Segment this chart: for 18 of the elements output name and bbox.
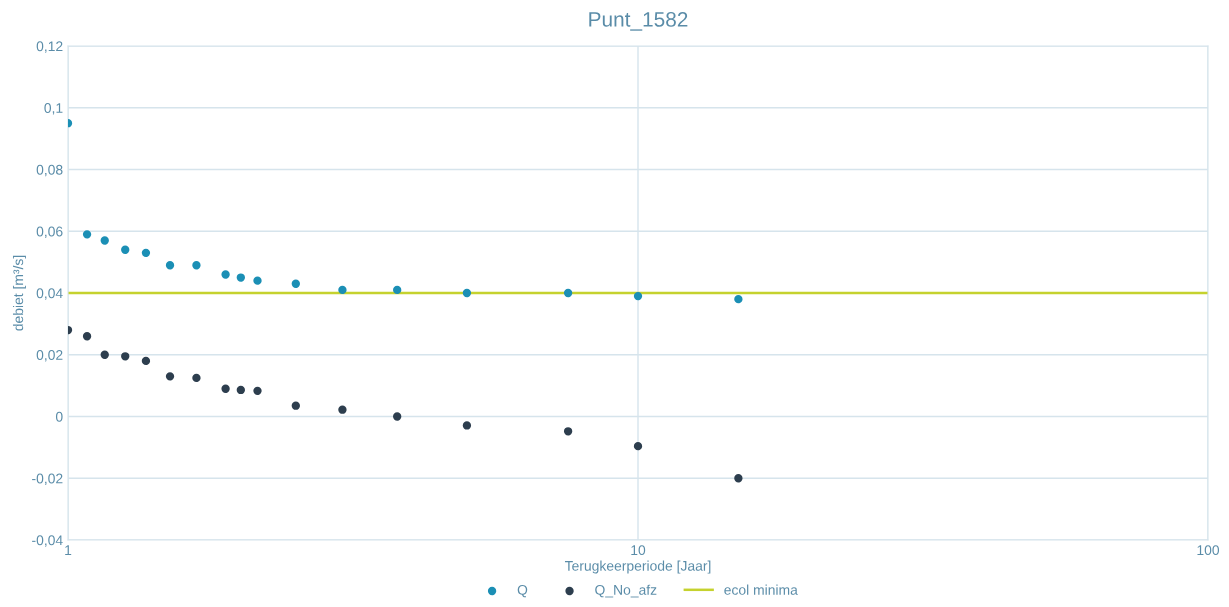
y-tick-label: 0,06	[36, 226, 63, 239]
y-axis-title: debiet [m³/s]	[12, 255, 26, 331]
legend-label: Q_No_afz	[595, 584, 657, 598]
x-tick-label: 100	[1197, 545, 1220, 556]
y-tick-label: 0,08	[36, 164, 63, 177]
y-tick-label: 0	[55, 411, 63, 422]
x-tick-label: 10	[631, 545, 646, 556]
x-axis-title: Terugkeerperiode [Jaar]	[564, 560, 711, 574]
y-tick-label: 0,12	[36, 41, 63, 53]
y-tick-label: 0,02	[36, 350, 63, 362]
chart-title: Punt_1582	[589, 12, 688, 31]
y-tick-label: -0,02	[32, 473, 63, 486]
y-tick-label: 0,1	[44, 103, 63, 115]
legend-label: Q	[517, 584, 528, 598]
legend-label: ecol minima	[724, 584, 798, 595]
x-tick-label: 1	[65, 545, 72, 555]
y-tick-label: 0,04	[36, 288, 63, 300]
y-tick-label: -0,04	[32, 535, 63, 547]
